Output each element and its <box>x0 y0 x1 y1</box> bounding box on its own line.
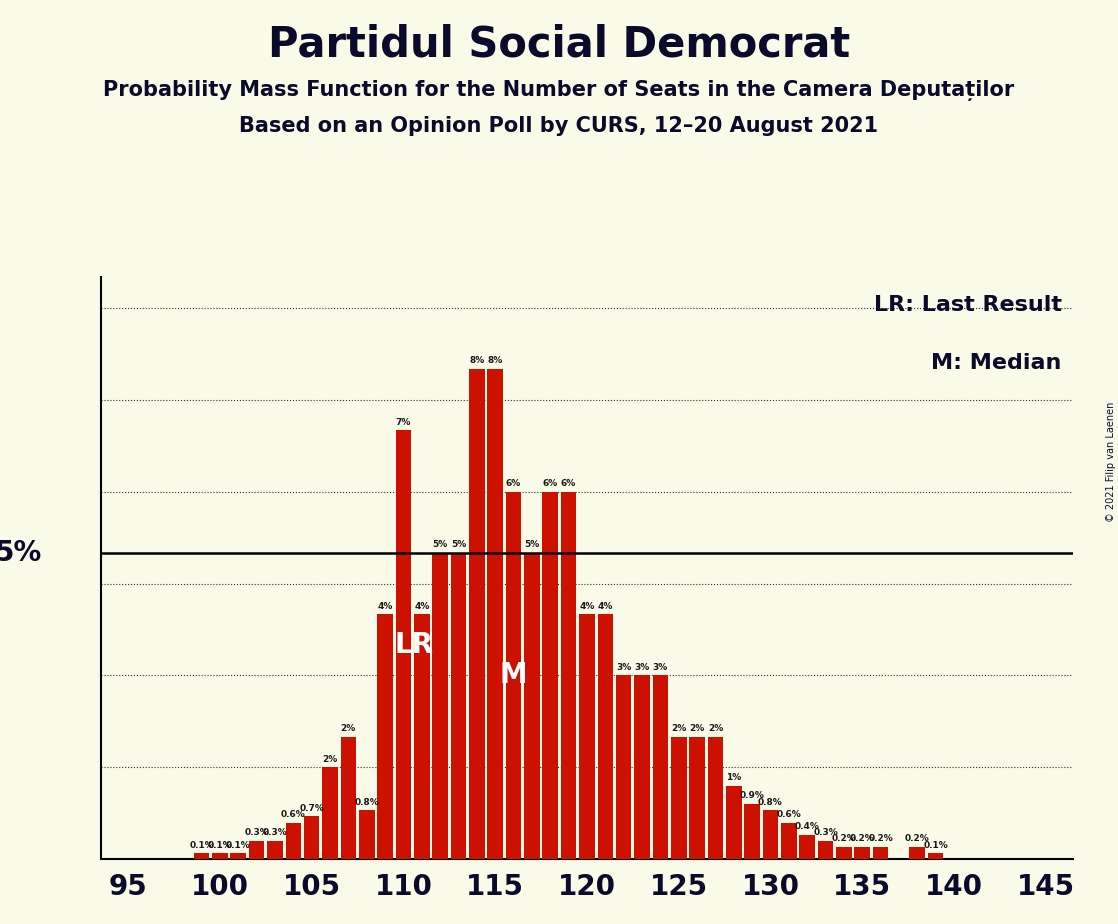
Bar <box>762 810 778 859</box>
Text: 4%: 4% <box>378 602 392 611</box>
Text: LR: Last Result: LR: Last Result <box>873 295 1062 315</box>
Bar <box>542 492 558 859</box>
Text: M: Median: M: Median <box>931 353 1062 373</box>
Bar <box>817 841 833 859</box>
Bar <box>708 736 723 859</box>
Bar <box>230 853 246 859</box>
Bar <box>505 492 521 859</box>
Bar <box>597 614 613 859</box>
Text: 5%: 5% <box>433 541 447 549</box>
Text: 0.4%: 0.4% <box>795 822 819 831</box>
Bar <box>524 553 540 859</box>
Bar <box>267 841 283 859</box>
Text: 4%: 4% <box>579 602 595 611</box>
Text: 0.8%: 0.8% <box>354 797 379 807</box>
Bar <box>487 369 503 859</box>
Bar <box>249 841 265 859</box>
Text: 0.9%: 0.9% <box>740 792 765 800</box>
Text: 0.7%: 0.7% <box>300 804 324 813</box>
Text: 0.3%: 0.3% <box>244 828 269 837</box>
Bar <box>836 847 852 859</box>
Bar <box>653 675 669 859</box>
Text: LR: LR <box>395 631 434 659</box>
Text: Based on an Opinion Poll by CURS, 12–20 August 2021: Based on an Opinion Poll by CURS, 12–20 … <box>239 116 879 136</box>
Text: 6%: 6% <box>506 479 521 488</box>
Bar <box>377 614 392 859</box>
Bar <box>470 369 484 859</box>
Text: 0.1%: 0.1% <box>189 841 214 849</box>
Bar <box>322 768 338 859</box>
Text: 3%: 3% <box>634 663 650 672</box>
Bar <box>745 804 760 859</box>
Text: 7%: 7% <box>396 418 411 427</box>
Bar <box>671 736 686 859</box>
Text: © 2021 Filip van Laenen: © 2021 Filip van Laenen <box>1106 402 1116 522</box>
Bar <box>579 614 595 859</box>
Text: 0.2%: 0.2% <box>904 834 930 844</box>
Text: 2%: 2% <box>671 724 686 733</box>
Text: 8%: 8% <box>487 357 503 365</box>
Text: 3%: 3% <box>616 663 632 672</box>
Text: 0.2%: 0.2% <box>832 834 856 844</box>
Bar <box>414 614 429 859</box>
Bar <box>304 817 320 859</box>
Text: 0.8%: 0.8% <box>758 797 783 807</box>
Text: 2%: 2% <box>322 755 338 764</box>
Text: 0.2%: 0.2% <box>850 834 874 844</box>
Text: 2%: 2% <box>341 724 356 733</box>
Text: 5%: 5% <box>0 539 42 567</box>
Text: 6%: 6% <box>542 479 558 488</box>
Text: 2%: 2% <box>690 724 704 733</box>
Bar <box>854 847 870 859</box>
Text: 2%: 2% <box>708 724 723 733</box>
Text: 0.2%: 0.2% <box>869 834 893 844</box>
Text: 1%: 1% <box>727 773 741 782</box>
Text: 0.1%: 0.1% <box>226 841 250 849</box>
Text: Partidul Social Democrat: Partidul Social Democrat <box>268 23 850 65</box>
Text: 3%: 3% <box>653 663 667 672</box>
Text: 5%: 5% <box>451 541 466 549</box>
Text: 4%: 4% <box>414 602 429 611</box>
Bar <box>433 553 448 859</box>
Bar <box>561 492 577 859</box>
Bar <box>873 847 889 859</box>
Text: 0.1%: 0.1% <box>923 841 948 849</box>
Text: 5%: 5% <box>524 541 540 549</box>
Bar <box>690 736 704 859</box>
Bar <box>285 822 301 859</box>
Text: 0.3%: 0.3% <box>813 828 837 837</box>
Text: 4%: 4% <box>598 602 613 611</box>
Text: 0.6%: 0.6% <box>776 809 802 819</box>
Text: 6%: 6% <box>561 479 576 488</box>
Text: 0.6%: 0.6% <box>281 809 305 819</box>
Text: 8%: 8% <box>470 357 484 365</box>
Bar <box>616 675 632 859</box>
Bar <box>341 736 357 859</box>
Text: Probability Mass Function for the Number of Seats in the Camera Deputaților: Probability Mass Function for the Number… <box>103 80 1015 102</box>
Bar <box>781 822 797 859</box>
Bar <box>726 785 741 859</box>
Bar <box>193 853 209 859</box>
Text: 0.3%: 0.3% <box>263 828 287 837</box>
Bar <box>909 847 925 859</box>
Bar <box>451 553 466 859</box>
Text: M: M <box>500 662 528 689</box>
Bar <box>396 431 411 859</box>
Bar <box>928 853 944 859</box>
Bar <box>359 810 375 859</box>
Bar <box>212 853 228 859</box>
Bar <box>799 834 815 859</box>
Text: 0.1%: 0.1% <box>208 841 233 849</box>
Bar <box>634 675 650 859</box>
